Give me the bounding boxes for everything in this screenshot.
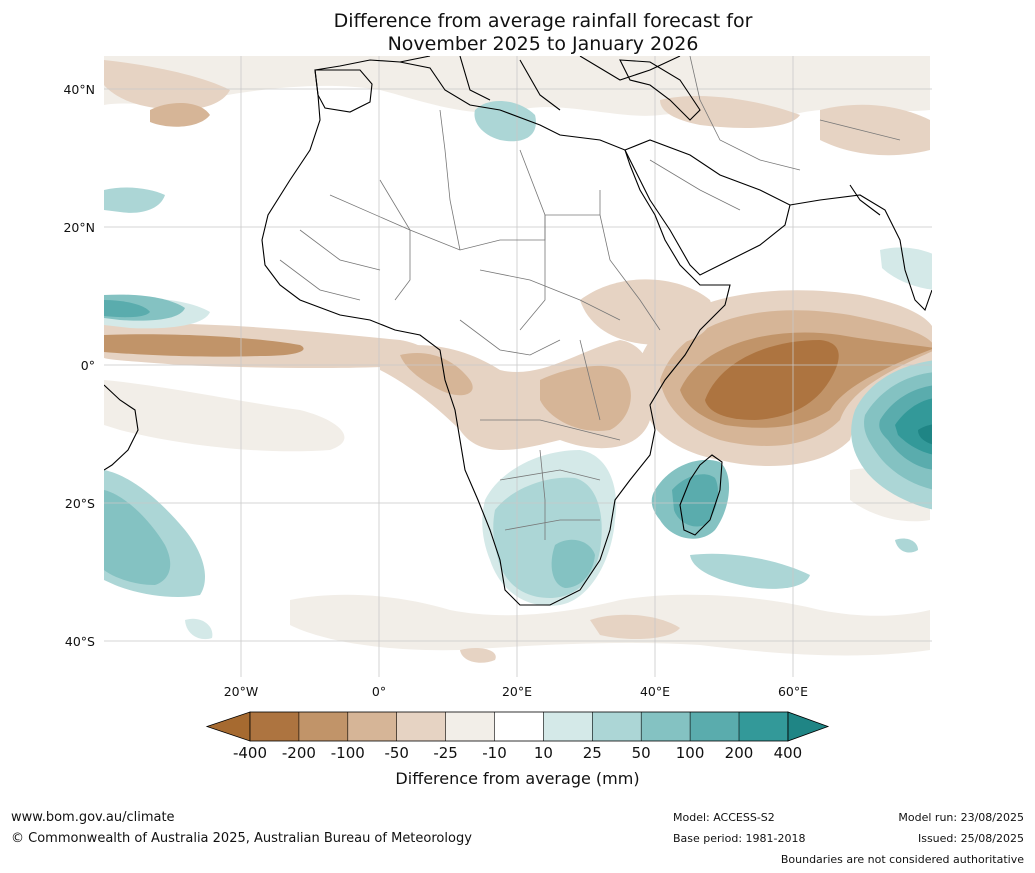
lat-label-40s: 40°S	[64, 634, 95, 649]
colorbar-swatch	[543, 712, 593, 741]
colorbar-swatch	[445, 712, 495, 741]
colorbar-tick-label: 25	[582, 744, 602, 762]
colorbar-swatch	[250, 712, 300, 741]
lon-label-20e: 20°E	[501, 684, 533, 699]
colorbar-tick-label: 10	[533, 744, 553, 762]
colorbar-tick-label: -25	[433, 744, 458, 762]
colorbar-tick-label: -50	[384, 744, 409, 762]
lat-label-20n: 20°N	[63, 220, 95, 235]
colorbar-swatch	[494, 712, 544, 741]
colorbar-swatch	[739, 712, 789, 741]
gridlines	[104, 56, 932, 677]
colorbar-swatch	[396, 712, 447, 741]
colorbar-title: Difference from average (mm)	[395, 769, 640, 788]
lat-label-0: 0°	[80, 358, 95, 373]
footer-copyright: © Commonwealth of Australia 2025, Austra…	[11, 831, 472, 846]
title-line-2: November 2025 to January 2026	[387, 33, 699, 55]
colorbar-tick-label: 200	[724, 744, 754, 762]
lon-label-0: 0°	[371, 684, 387, 699]
title-line-1: Difference from average rainfall forecas…	[333, 10, 753, 32]
colorbar-tick-label: 50	[631, 744, 651, 762]
colorbar-tick-label: -400	[232, 744, 268, 762]
dry-anomaly-regions	[104, 56, 932, 663]
colorbar-swatches	[205, 711, 830, 742]
colorbar-swatch	[298, 712, 349, 741]
country-borders	[279, 56, 901, 540]
footer-model-run: Model run: 23/08/2025	[898, 811, 1024, 824]
lat-label-20s: 20°S	[64, 496, 95, 511]
colorbar-tick-label: -100	[330, 744, 365, 762]
colorbar-arrow-high	[787, 711, 830, 742]
footer-disclaimer: Boundaries are not considered authoritat…	[780, 853, 1024, 866]
colorbar-tick-label: -10	[482, 744, 507, 762]
colorbar-swatch	[592, 712, 642, 741]
footer-url[interactable]: www.bom.gov.au/climate	[11, 810, 175, 825]
lat-label-40n: 40°N	[63, 82, 95, 97]
lon-label-40e: 40°E	[639, 684, 671, 699]
colorbar-tick-label: 400	[773, 744, 803, 762]
footer-model: Model: ACCESS-S2	[673, 811, 775, 824]
map-title: Difference from average rainfall forecas…	[0, 10, 1035, 56]
colorbar-tick-label: -200	[281, 744, 316, 762]
footer-issued: Issued: 25/08/2025	[917, 832, 1024, 845]
colorbar-swatch	[347, 712, 398, 741]
colorbar-outline	[249, 711, 789, 742]
lon-label-60e: 60°E	[777, 684, 809, 699]
colorbar-arrow-low	[205, 711, 251, 742]
coastlines	[104, 56, 932, 606]
lon-label-20w: 20°W	[223, 684, 259, 699]
wet-anomaly-regions	[104, 100, 932, 640]
colorbar-swatch	[690, 712, 740, 741]
colorbar-tick-label: 100	[675, 744, 705, 762]
colorbar-swatch	[641, 712, 691, 741]
footer-base-period: Base period: 1981-2018	[673, 832, 806, 845]
